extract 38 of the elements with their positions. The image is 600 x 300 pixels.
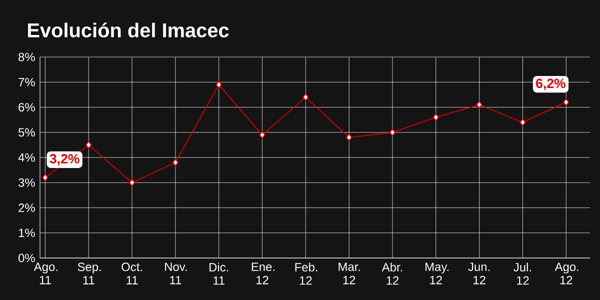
x-tick-label: Ago. 12 [554,262,578,284]
y-tick-label: 1% [18,228,35,238]
data-label: 6,2% [536,78,566,90]
x-tick-label: Mar. 12 [338,262,360,284]
y-tick-label: 5% [18,128,35,137]
x-tick-label: Ago. 11 [34,262,58,284]
point [172,158,179,167]
y-tick-label: 0% [18,254,35,262]
point [259,130,266,139]
y-tick-label: 8% [18,52,35,62]
point [346,133,352,142]
x-tick-label: Sep. 11 [78,262,101,284]
y-tick-label: 4% [18,153,35,162]
x-tick-label: Ene. 12 [252,262,274,284]
point [128,178,136,187]
chart-title: Evolución del Imacec [28,22,229,38]
point [302,93,309,102]
y-tick-label: 7% [18,78,35,86]
data-label: 3,2% [50,154,80,166]
y-tick-label: 3% [18,178,35,187]
point [432,113,440,122]
y-tick-label: 6% [18,103,35,112]
x-tick-label: Abr. 12 [382,262,402,285]
x-tick-label: Feb. 12 [295,262,318,285]
x-tick-label: Jul. 12 [514,262,531,285]
x-tick-label: Jun. 12 [468,262,490,284]
point [85,140,92,149]
x-tick-label: Oct. 11 [122,262,142,284]
x-tick-label: May. 12 [426,262,448,284]
point [389,128,396,136]
point [42,174,48,182]
point [216,80,222,89]
point [476,100,482,109]
x-tick-label: Nov. 11 [165,262,187,284]
x-tick-label: Dic. 11 [210,262,228,285]
y-tick-label: 2% [18,204,35,212]
point [563,98,570,106]
point [520,118,526,126]
